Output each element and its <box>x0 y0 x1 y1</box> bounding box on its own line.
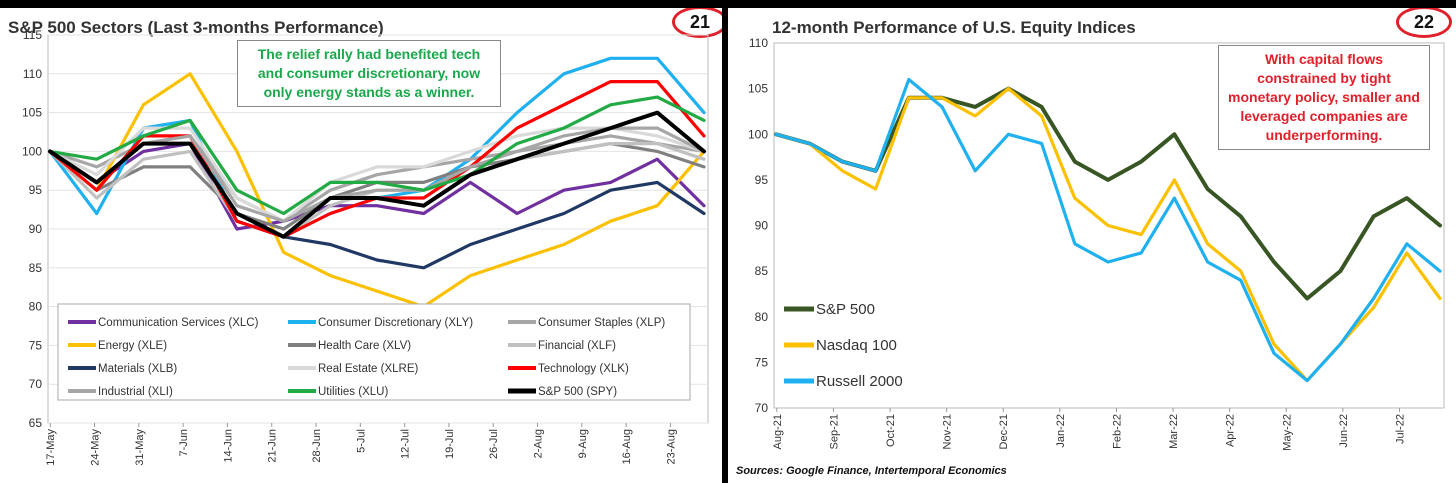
series-line-s-p-500-spy <box>48 110 706 239</box>
legend-box <box>57 303 691 401</box>
y-tick-label: 75 <box>755 355 769 369</box>
x-tick-label: Apr-22 <box>1225 414 1237 447</box>
right-chart-number-badge: 22 <box>1396 8 1452 38</box>
legend-label-real-estate-xlre: Real Estate (XLRE) <box>318 363 419 375</box>
legend-label-energy-xle: Energy (XLE) <box>98 340 167 352</box>
y-tick-label: 95 <box>29 183 43 197</box>
series-line-health-care-xlv <box>48 142 706 231</box>
x-tick-label: Sep-21 <box>828 414 840 449</box>
series-line-s-p-500 <box>774 86 1442 301</box>
x-tick-label: Jun-22 <box>1338 414 1350 448</box>
y-tick-label: 110 <box>23 67 42 81</box>
x-tick-label: Aug-21 <box>772 414 784 449</box>
plot-area <box>773 42 1445 409</box>
left-chart-panel: S&P 500 Sectors (Last 3-months Performan… <box>0 8 722 483</box>
series-line-russell-2000 <box>774 77 1442 383</box>
series-line-energy-xle <box>48 72 706 309</box>
y-tick-label: 115 <box>23 28 42 42</box>
series-line-consumer-staples-xlp <box>48 134 706 223</box>
right-chart-annotation: With capital flows constrained by tight … <box>1218 45 1430 150</box>
legend-label-financial-xlf: Financial (XLF) <box>538 340 616 352</box>
y-tick-label: 105 <box>22 106 42 120</box>
x-tick-label: May-22 <box>1281 414 1293 451</box>
legend-label-materials-xlb: Materials (XLB) <box>98 363 177 375</box>
legend-label-utilities-xlu: Utilities (XLU) <box>318 386 388 398</box>
legend-label-consumer-discretionary-xly: Consumer Discretionary (XLY) <box>318 317 473 329</box>
legend-label-communication-services-xlc: Communication Services (XLC) <box>98 317 259 329</box>
x-tick-label: 23-Aug <box>665 429 677 464</box>
series-line-real-estate-xlre <box>48 126 706 223</box>
x-tick-label: 5-Jul <box>355 429 367 453</box>
x-tick-label: 7-Jun <box>178 429 190 457</box>
left-chart-svg: 65 70 75 80 85 90 95 100 105 110 115 17-May 24-May 31… <box>22 28 709 466</box>
x-tick-label: Nov-21 <box>942 414 954 449</box>
legend-label-consumer-staples-xlp: Consumer Staples (XLP) <box>538 317 665 329</box>
x-tick-label: 28-Jun <box>311 429 323 463</box>
y-tick-label: 65 <box>29 416 43 430</box>
legend-label-russell-2000: Russell 2000 <box>816 373 903 390</box>
y-tick-label: 80 <box>29 300 43 314</box>
x-tick-label: Dec-21 <box>998 414 1010 449</box>
series-line-utilities-xlu <box>48 95 706 216</box>
y-tick-label: 80 <box>755 310 769 324</box>
y-tick-label: 70 <box>755 401 769 415</box>
x-tick-label: Oct-21 <box>885 414 897 447</box>
y-tick-label: 100 <box>748 127 768 141</box>
x-tick-label: 2-Aug <box>533 429 545 458</box>
legend-label-technology-xlk: Technology (XLK) <box>538 363 629 375</box>
y-tick-label: 85 <box>755 264 769 278</box>
y-tick-label: 100 <box>22 144 42 158</box>
y-tick-label: 110 <box>749 36 768 50</box>
series-line-industrial-xli <box>48 126 706 223</box>
legend-label-nasdaq-100: Nasdaq 100 <box>816 337 897 354</box>
x-tick-label: Feb-22 <box>1111 414 1123 449</box>
x-tick-label: Jul-22 <box>1394 414 1406 444</box>
x-tick-label: 17-May <box>45 429 57 466</box>
legend-label-industrial-xli: Industrial (XLI) <box>98 386 173 398</box>
x-tick-label: 12-Jul <box>400 429 412 459</box>
y-tick-label: 105 <box>748 82 768 96</box>
series-line-communication-services-xlc <box>48 142 706 231</box>
legend-label-health-care-xlv: Health Care (XLV) <box>318 340 411 352</box>
legend-label-s-p-500-spy: S&P 500 (SPY) <box>538 386 617 398</box>
legend-label-s-p-500: S&P 500 <box>816 301 875 318</box>
x-tick-label: Mar-22 <box>1168 414 1180 449</box>
right-chart-svg: 70 75 80 85 90 95 100 105 110 Aug-21 Sep-21 Oct-21 N… <box>748 36 1445 451</box>
x-tick-label: 26-Jul <box>488 429 500 459</box>
x-tick-label: 14-Jun <box>222 429 234 463</box>
right-chart-panel: 12-month Performance of U.S. Equity Indi… <box>728 8 1456 483</box>
x-tick-label: Jan-22 <box>1055 414 1067 448</box>
y-tick-label: 90 <box>29 222 43 236</box>
y-tick-label: 90 <box>755 219 769 233</box>
x-tick-label: 19-Jul <box>444 429 456 459</box>
source-note: Sources: Google Finance, Intertemporal E… <box>736 465 1007 477</box>
y-tick-label: 95 <box>755 173 769 187</box>
x-tick-label: 9-Aug <box>577 429 589 458</box>
left-chart-title: S&P 500 Sectors (Last 3-months Performan… <box>8 18 384 37</box>
left-chart-number-badge: 21 <box>672 8 722 38</box>
left-chart-annotation: The relief rally had benefited tech and … <box>237 40 501 107</box>
right-chart-title: 12-month Performance of U.S. Equity Indi… <box>772 18 1136 37</box>
y-tick-label: 70 <box>29 377 43 391</box>
x-tick-label: 21-Jun <box>267 429 279 463</box>
y-tick-label: 85 <box>29 261 43 275</box>
x-tick-label: 16-Aug <box>621 429 633 464</box>
x-tick-label: 24-May <box>90 429 102 466</box>
y-tick-label: 75 <box>29 338 43 352</box>
x-tick-label: 31-May <box>134 429 146 466</box>
